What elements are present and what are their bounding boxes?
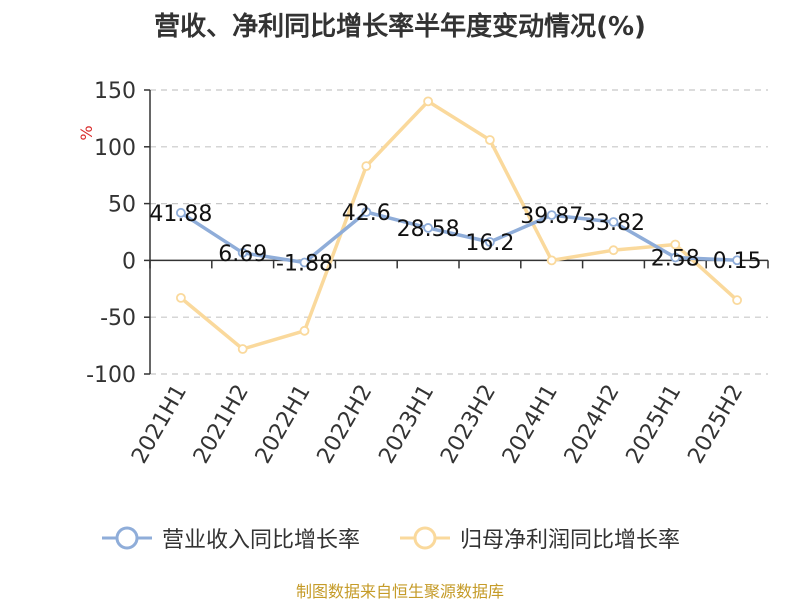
- x-tick-label: 2024H2: [560, 381, 625, 468]
- data-label-revenue: 2.58: [651, 246, 700, 271]
- data-point-net-profit: [361, 161, 372, 172]
- data-label-revenue: 41.88: [149, 202, 212, 227]
- legend: 营业收入同比增长率 归母净利润同比增长率: [0, 518, 800, 558]
- legend-item-revenue[interactable]: 营业收入同比增长率: [102, 518, 360, 558]
- data-point-revenue: [670, 252, 681, 263]
- x-tick-label: 2022H2: [313, 381, 378, 468]
- legend-label-net-profit: 归母净利润同比增长率: [460, 528, 681, 553]
- data-point-revenue: [484, 237, 495, 247]
- x-tick-label: 2025H2: [683, 381, 748, 468]
- x-tick-label: 2024H1: [498, 381, 563, 468]
- legend-line-marker-icon: [102, 526, 152, 550]
- series-lines: [179, 99, 739, 351]
- y-tick-label: 100: [94, 136, 136, 161]
- data-label-revenue: 33.82: [582, 211, 645, 236]
- y-tick-label: -50: [100, 306, 136, 331]
- legend-line-marker-icon: [400, 526, 450, 550]
- legend-item-net-profit[interactable]: 归母净利润同比增长率: [400, 518, 680, 558]
- grid-lines: [150, 89, 768, 375]
- data-label-revenue: 28.58: [397, 217, 460, 242]
- y-axis-unit-label: %: [77, 125, 96, 140]
- data-point-net-profit: [237, 344, 248, 354]
- source-note: 制图数据来自恒生聚源数据库: [295, 582, 504, 601]
- data-point-revenue: [423, 223, 434, 233]
- x-tick-label: 2023H1: [374, 380, 439, 467]
- x-tick-label: 2021H1: [127, 381, 192, 468]
- data-point-net-profit: [608, 245, 619, 256]
- series-line-revenue: [179, 210, 738, 265]
- data-point-net-profit: [423, 96, 434, 107]
- data-point-net-profit: [484, 135, 495, 145]
- data-point-revenue: [299, 257, 310, 268]
- data-label-revenue: 6.69: [218, 242, 267, 267]
- y-tick-label: 50: [108, 193, 136, 218]
- data-points: [175, 96, 742, 354]
- series-line-net-profit: [179, 99, 739, 351]
- data-point-revenue: [175, 207, 186, 218]
- data-label-revenue: 39.87: [520, 204, 583, 229]
- x-tick-label: 2022H1: [251, 381, 316, 468]
- data-point-net-profit: [299, 325, 310, 336]
- data-point-net-profit: [175, 292, 186, 303]
- legend-label-revenue: 营业收入同比增长率: [162, 528, 361, 553]
- x-tick-label: 2023H2: [436, 381, 501, 468]
- data-point-revenue: [608, 217, 619, 227]
- y-tick-label: 150: [94, 79, 136, 104]
- data-label-revenue: 16.2: [465, 231, 514, 256]
- data-point-net-profit: [670, 239, 681, 250]
- data-point-revenue: [361, 207, 372, 217]
- data-label-revenue: 0.15: [713, 249, 762, 274]
- chart-title: 营收、净利同比增长率半年度变动情况(%): [154, 12, 646, 42]
- axes: 150 100 50 0 -50 -100% 2021H12021H22022H12022H…: [77, 79, 769, 468]
- data-labels: 41.886.69 -1.88 42.628.5816.239.8733.822.5…: [149, 201, 761, 277]
- x-tick-label: 2025H1: [622, 381, 687, 468]
- data-label-revenue: 42.6: [342, 201, 391, 226]
- y-tick-label: 0: [122, 249, 136, 274]
- data-point-revenue: [546, 210, 557, 221]
- data-label-revenue: -1.88: [276, 252, 333, 277]
- data-point-revenue: [237, 247, 248, 258]
- y-tick-label: -100: [86, 363, 136, 388]
- data-point-net-profit: [732, 295, 742, 306]
- x-tick-label: 2021H2: [189, 381, 254, 468]
- data-point-revenue: [732, 255, 742, 266]
- data-point-net-profit: [546, 255, 557, 266]
